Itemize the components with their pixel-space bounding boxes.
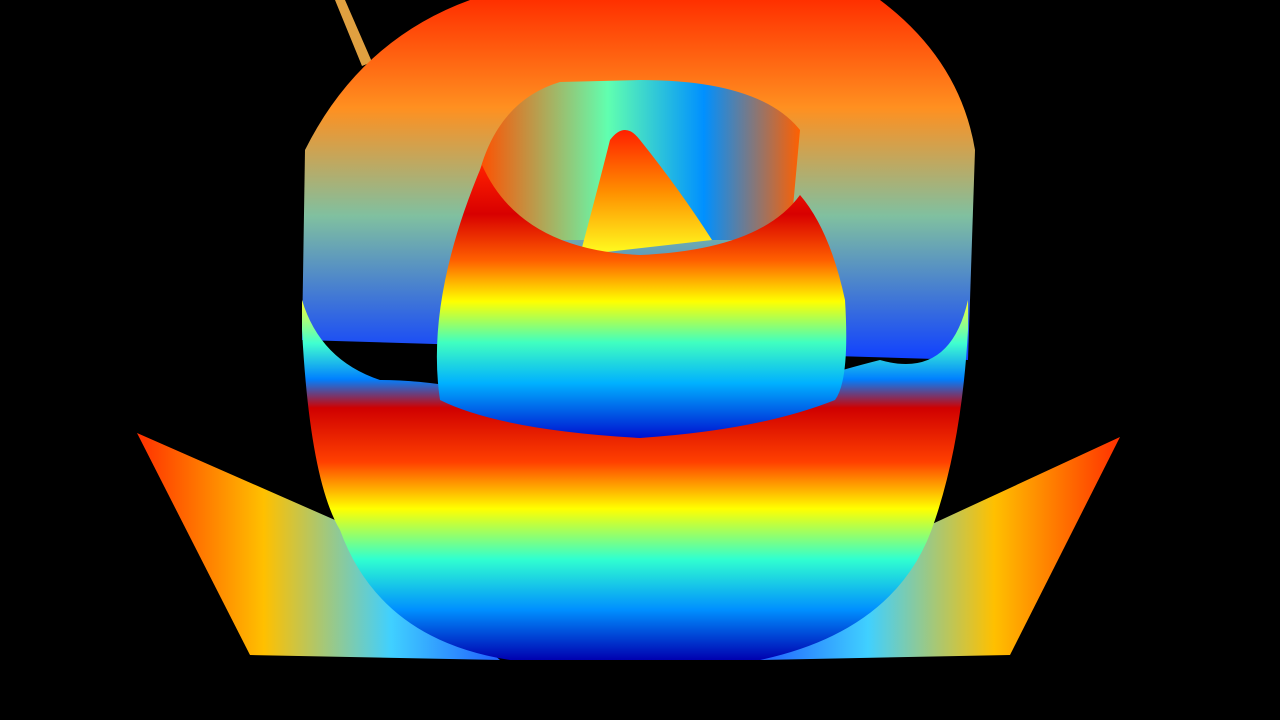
inner-cylinder (436, 165, 847, 438)
central-peak (580, 130, 712, 255)
stray-edge (335, 0, 372, 66)
